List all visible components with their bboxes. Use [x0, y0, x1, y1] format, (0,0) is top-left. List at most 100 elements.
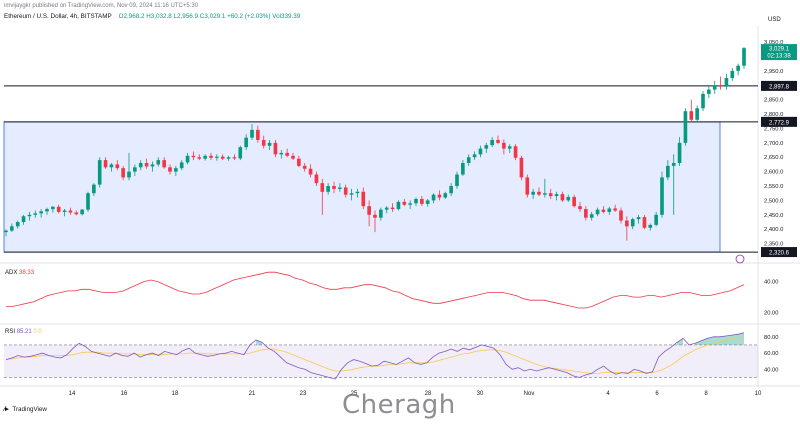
candle-body	[595, 209, 600, 215]
candle-body	[191, 155, 196, 158]
price-tick-12: 2,350.0	[764, 242, 783, 248]
time-axis: 14 16 18 21 23 25 28 30 Nov 4 6 8 10	[69, 391, 762, 397]
candle-body	[496, 139, 500, 143]
candle-body	[654, 214, 658, 225]
candle-body	[285, 152, 289, 156]
candle-body	[115, 164, 120, 169]
candle-body	[203, 155, 207, 159]
candle-body	[513, 146, 518, 158]
price-tick-1: 2,950.0	[764, 69, 783, 75]
rsi-tick-2: 40.00	[764, 367, 779, 373]
candle-body	[537, 191, 541, 195]
candle-body	[455, 174, 459, 187]
candle-body	[601, 209, 606, 212]
rsi-overbought-fill	[256, 340, 263, 345]
adx-tick-1: 20.00	[764, 311, 779, 317]
time-tick-0: 14	[69, 391, 76, 397]
candle-body	[390, 207, 395, 210]
candle-body	[185, 155, 190, 163]
candle-body	[291, 155, 295, 159]
candle-body	[232, 157, 237, 159]
candle-body	[695, 108, 699, 120]
candle-body	[484, 145, 489, 149]
candle-body	[39, 211, 43, 214]
adx-legend[interactable]: ADX 38.33	[5, 270, 34, 276]
candle-body	[215, 156, 219, 158]
candle-body	[103, 160, 108, 168]
rsi-line	[5, 332, 745, 380]
candle-body	[133, 167, 137, 172]
candle-body	[332, 186, 336, 189]
price-tick-0: 3,050.0	[764, 40, 783, 46]
symbol-name: Ethereum / U.S. Dollar, 4h, BITSTAMP	[4, 13, 112, 20]
candle-body	[712, 85, 717, 90]
candle-body	[408, 203, 412, 205]
candle-body	[373, 214, 377, 218]
publish-info: imvijaygkr published on TradingView.com,…	[4, 3, 199, 9]
candle-body	[168, 167, 172, 172]
level-label-1: 2,772.9	[769, 120, 790, 126]
price-tick-4: 2,750.0	[764, 126, 783, 132]
candle-body	[402, 201, 407, 205]
candle-body	[51, 206, 55, 210]
candle-body	[461, 162, 465, 175]
candle-body	[490, 139, 494, 146]
candle-body	[572, 196, 576, 207]
candle-body	[68, 210, 73, 213]
candle-body	[619, 210, 623, 221]
rsi-tick-0: 80.00	[764, 335, 779, 341]
adx-tick-0: 40.00	[764, 280, 779, 286]
candle-body	[683, 111, 688, 143]
candle-body	[92, 184, 96, 194]
candle-body	[589, 214, 594, 218]
candle-body	[56, 206, 61, 212]
candle-body	[261, 139, 266, 146]
candle-body	[45, 209, 49, 212]
candle-body	[150, 164, 155, 167]
candle-body	[431, 194, 436, 201]
candle-body	[314, 174, 319, 184]
time-tick-5: 25	[351, 391, 358, 397]
time-tick-12: 10	[755, 391, 762, 397]
time-tick-11: 8	[704, 391, 708, 397]
candle-body	[730, 70, 735, 79]
candle-body	[320, 183, 325, 192]
candle-body	[519, 157, 524, 178]
tradingview-logo[interactable]: ⁄▸ TradingView	[4, 405, 47, 413]
candle-body	[138, 162, 143, 168]
watermark: Cheragh	[342, 390, 456, 420]
candle-body	[355, 191, 360, 194]
currency-label[interactable]: USD	[768, 17, 781, 23]
candle-body	[607, 208, 612, 212]
candle-body	[156, 160, 161, 165]
rsi-value: 85.21	[16, 329, 32, 335]
candle-body	[256, 129, 260, 140]
time-tick-7: 30	[477, 391, 484, 397]
candle-body	[109, 164, 114, 168]
symbol-title[interactable]: Ethereum / U.S. Dollar, 4h, BITSTAMP O2,…	[4, 13, 300, 20]
candle-body	[701, 93, 705, 109]
candle-body	[220, 156, 225, 159]
candle-body	[349, 193, 354, 195]
candle-body	[613, 208, 617, 211]
rsi-legend[interactable]: RSI 85.21 0 0	[5, 329, 42, 335]
candle-body	[724, 78, 729, 87]
price-pane	[0, 26, 800, 387]
candle-body	[472, 154, 477, 158]
price-tick-5: 2,700.0	[764, 141, 783, 147]
candle-body	[244, 137, 248, 148]
time-tick-3: 21	[249, 391, 256, 397]
candle-body	[308, 168, 313, 175]
candle-body	[15, 222, 20, 227]
level-label-0: 2,897.8	[769, 84, 790, 90]
candle-body	[10, 226, 14, 231]
countdown-label: 02:13:38	[767, 54, 791, 60]
candle-body	[33, 213, 38, 215]
candle-body	[742, 48, 746, 66]
candle-body	[584, 209, 588, 218]
candle-body	[443, 193, 448, 198]
candle-body	[250, 129, 254, 138]
candle-body	[273, 142, 278, 155]
candle-body	[367, 206, 371, 215]
